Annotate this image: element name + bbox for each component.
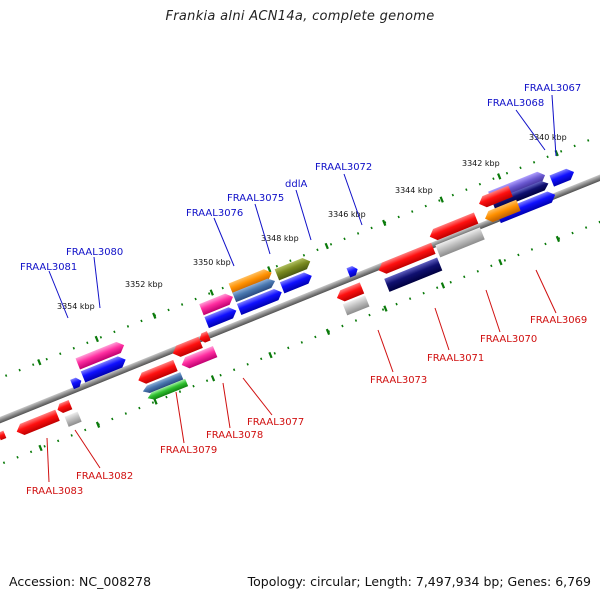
gene-label-fraal3067[interactable]: FRAAL3067 bbox=[524, 83, 581, 94]
reverse-scale-line bbox=[0, 178, 600, 481]
map-title: Frankia alni ACN14a, complete genome bbox=[165, 9, 435, 24]
gene-arrow-reverse[interactable] bbox=[376, 242, 436, 276]
scale-tick-label: 3342 kbp bbox=[462, 159, 500, 168]
scale-tick-label: 3352 kbp bbox=[125, 280, 163, 289]
scale-tick-label: 3354 kbp bbox=[57, 302, 95, 311]
gene-label-fraal3069[interactable]: FRAAL3069 bbox=[530, 315, 587, 326]
gene-fraal3072[interactable] bbox=[346, 265, 359, 278]
scale-tick-label: 3350 kbp bbox=[193, 258, 231, 267]
gene-arrow-forward[interactable] bbox=[549, 166, 577, 187]
major-ticks-reverse bbox=[38, 235, 561, 452]
topology-text: Topology: circular; Length: 7,497,934 bp… bbox=[247, 574, 591, 589]
scale-tick-label: 3346 kbp bbox=[328, 210, 366, 219]
gene-arrow-reverse[interactable] bbox=[428, 212, 479, 242]
gene-fraal3067[interactable] bbox=[496, 189, 557, 224]
gene-fraal3071[interactable] bbox=[384, 257, 443, 292]
gene-fraal3079[interactable] bbox=[141, 372, 184, 395]
gene-arrow-reverse[interactable] bbox=[198, 331, 211, 344]
gene-arrow-forward[interactable] bbox=[204, 305, 238, 329]
gene-label-fraal3077[interactable]: FRAAL3077 bbox=[247, 417, 304, 428]
gene-fraal3073[interactable] bbox=[342, 295, 370, 316]
gene-label-fraal3080[interactable]: FRAAL3080 bbox=[66, 247, 123, 258]
gene-arrow-reverse[interactable] bbox=[171, 336, 203, 359]
gene-arrow-reverse[interactable] bbox=[477, 185, 513, 210]
accession-text: Accession: NC_008278 bbox=[9, 574, 152, 589]
gene-label-fraal3076[interactable]: FRAAL3076 bbox=[186, 208, 243, 219]
forward-genes bbox=[70, 166, 577, 390]
scale-tick-label: 3344 kbp bbox=[395, 186, 433, 195]
scale-tick-label: 3340 kbp bbox=[529, 133, 567, 142]
gene-ddla[interactable] bbox=[274, 256, 313, 281]
reverse-genes bbox=[0, 185, 521, 441]
gene-label-fraal3072[interactable]: FRAAL3072 bbox=[315, 162, 372, 173]
gene-label-fraal3078[interactable]: FRAAL3078 bbox=[206, 430, 263, 441]
gene-arrow-forward[interactable] bbox=[236, 287, 284, 316]
gene-fraal3078[interactable] bbox=[180, 345, 218, 371]
gene-arrow-reverse[interactable] bbox=[0, 430, 7, 441]
gene-fraal3075[interactable] bbox=[228, 267, 274, 295]
gene-label-fraal3079[interactable]: FRAAL3079 bbox=[160, 445, 217, 456]
gene-fraal3070[interactable] bbox=[435, 227, 485, 258]
gene-label-fraal3073[interactable]: FRAAL3073 bbox=[370, 375, 427, 386]
gene-label-fraal3068[interactable]: FRAAL3068 bbox=[487, 98, 544, 109]
gene-arrow-forward[interactable] bbox=[279, 270, 314, 294]
gene-fraal3069[interactable] bbox=[483, 199, 521, 225]
gene-arrow-forward[interactable] bbox=[491, 179, 550, 211]
gene-label-fraal3075[interactable]: FRAAL3075 bbox=[227, 193, 284, 204]
gene-label-fraal3081[interactable]: FRAAL3081 bbox=[20, 262, 77, 273]
gene-label-ddla[interactable]: ddlA bbox=[285, 179, 307, 190]
gene-arrow-reverse[interactable] bbox=[56, 399, 73, 415]
genome-track-group bbox=[0, 104, 600, 481]
gene-fraal3083[interactable] bbox=[14, 409, 60, 438]
gene-arrow-reverse[interactable] bbox=[146, 378, 189, 402]
gene-arrow-reverse[interactable] bbox=[136, 359, 178, 386]
gene-label-fraal3082[interactable]: FRAAL3082 bbox=[76, 471, 133, 482]
gene-arrow-forward[interactable] bbox=[80, 354, 128, 383]
gene-label-fraal3071[interactable]: FRAAL3071 bbox=[427, 353, 484, 364]
gene-fraal3076[interactable] bbox=[199, 291, 235, 316]
gene-arrow-forward[interactable] bbox=[232, 276, 277, 303]
gene-arrow-forward[interactable] bbox=[70, 376, 83, 390]
scale-tick-labels: 3340 kbp 3342 kbp 3344 kbp 3346 kbp 3348… bbox=[57, 133, 567, 311]
major-ticks-forward bbox=[37, 149, 559, 366]
gene-label-fraal3083[interactable]: FRAAL3083 bbox=[26, 486, 83, 497]
reverse-gene-labels: FRAAL3069 FRAAL3070 FRAAL3071 FRAAL3073 … bbox=[26, 269, 587, 497]
gene-arrow-reverse[interactable] bbox=[335, 282, 365, 303]
forward-gene-labels: FRAAL3067 FRAAL3068 FRAAL3072 ddlA FRAAL… bbox=[20, 83, 581, 319]
gene-fraal3082[interactable] bbox=[64, 411, 82, 427]
scale-tick-label: 3348 kbp bbox=[261, 234, 299, 243]
gene-label-fraal3070[interactable]: FRAAL3070 bbox=[480, 334, 537, 345]
gene-fraal3080[interactable] bbox=[75, 340, 127, 370]
